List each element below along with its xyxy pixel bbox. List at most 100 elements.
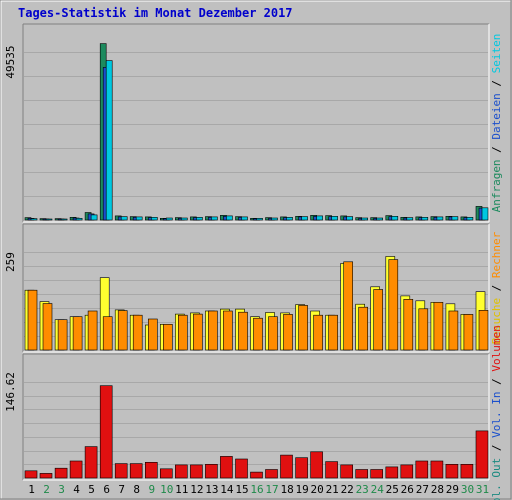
bar-bottom-volumen-day-5 — [84, 446, 98, 479]
bar-top-seiten-day-10 — [166, 217, 173, 221]
bar-bottom-volumen-day-11 — [175, 464, 188, 479]
day-label-19: 19 — [295, 483, 308, 496]
bar-bottom-volumen-day-25 — [385, 466, 399, 479]
bar-bottom-volumen-day-6 — [99, 385, 113, 479]
bar-mid-rechner-day-2 — [42, 303, 53, 351]
bar-top-seiten-day-6 — [105, 60, 113, 221]
bar-mid-rechner-day-14 — [223, 310, 233, 351]
day-label-11: 11 — [175, 483, 188, 496]
bar-mid-rechner-day-8 — [132, 314, 143, 351]
bar-mid-rechner-day-29 — [448, 310, 459, 351]
legend-bottom: Vol. Out / Vol. In / Volumen — [490, 325, 503, 500]
day-label-9: 9 — [148, 483, 155, 496]
bar-mid-rechner-day-17 — [268, 316, 278, 351]
bar-top-seiten-day-18 — [286, 217, 293, 221]
bar-mid-rechner-day-16 — [253, 317, 263, 351]
bar-bottom-volumen-day-14 — [220, 456, 233, 479]
bar-top-seiten-day-20 — [316, 215, 323, 221]
legend-bottom-part: Vol. In — [490, 392, 503, 438]
bar-bottom-volumen-day-18 — [280, 454, 293, 479]
legend-top-part: / — [490, 140, 503, 160]
bar-bottom-volumen-day-17 — [265, 469, 278, 479]
legend-bottom-part: Vol. Out — [490, 458, 503, 500]
bar-mid-rechner-day-3 — [57, 319, 68, 351]
bar-bottom-volumen-day-28 — [430, 460, 444, 479]
bar-mid-rechner-day-6 — [102, 316, 113, 351]
day-label-24: 24 — [371, 483, 385, 496]
bar-bottom-volumen-day-15 — [235, 458, 248, 479]
bar-top-seiten-day-22 — [346, 216, 354, 221]
bar-mid-rechner-day-24 — [373, 289, 384, 351]
bar-mid-rechner-day-9 — [148, 318, 158, 351]
bar-top-seiten-day-14 — [226, 215, 233, 221]
day-label-10: 10 — [160, 483, 173, 496]
bar-mid-rechner-day-23 — [358, 306, 369, 351]
bar-bottom-volumen-day-26 — [400, 464, 414, 479]
bar-bottom-volumen-day-9 — [145, 461, 158, 479]
bar-bottom-volumen-day-29 — [445, 463, 459, 479]
bar-top-seiten-day-3 — [60, 218, 68, 221]
panel-mid-ymax-label: 259 — [4, 252, 17, 272]
bar-top-seiten-day-7 — [120, 216, 128, 221]
bar-mid-rechner-day-25 — [388, 259, 399, 351]
bar-bottom-volumen-day-20 — [310, 451, 323, 479]
legend-top-part: Dateien — [490, 93, 503, 139]
bar-bottom-volumen-day-23 — [355, 469, 369, 479]
day-label-27: 27 — [416, 483, 429, 496]
bar-mid-rechner-day-4 — [72, 316, 83, 351]
legend-mid: Besuche / Rechner — [490, 231, 503, 344]
day-label-23: 23 — [356, 483, 369, 496]
legend-top: Anfragen / Dateien / Seiten — [490, 34, 503, 213]
day-label-13: 13 — [205, 483, 218, 496]
bar-bottom-volumen-day-3 — [54, 467, 68, 479]
bar-bottom-volumen-day-19 — [295, 457, 308, 479]
bar-mid-rechner-day-28 — [433, 301, 444, 351]
day-label-14: 14 — [220, 483, 234, 496]
chart-title: Tages-Statistik im Monat Dezember 2017 — [18, 6, 293, 20]
bar-top-seiten-day-25 — [391, 216, 399, 221]
bar-bottom-volumen-day-21 — [325, 461, 338, 479]
legend-mid-part: Besuche — [490, 298, 503, 344]
legend-mid-part: / — [490, 278, 503, 298]
day-label-3: 3 — [58, 483, 65, 496]
bar-bottom-volumen-day-1 — [24, 470, 38, 479]
legend-bottom-part: / — [490, 438, 503, 458]
bar-bottom-volumen-day-24 — [370, 469, 384, 479]
bar-top-seiten-day-31 — [481, 207, 489, 221]
bar-mid-rechner-day-27 — [418, 308, 429, 351]
bar-mid-rechner-day-5 — [87, 310, 98, 351]
bar-top-seiten-day-9 — [151, 217, 158, 221]
bar-mid-rechner-day-21 — [328, 314, 338, 351]
panel-top-bg — [23, 24, 489, 222]
bar-top-seiten-day-12 — [196, 217, 203, 221]
bar-bottom-volumen-day-31 — [475, 430, 489, 479]
bar-top-seiten-day-2 — [45, 218, 53, 221]
bar-top-seiten-day-23 — [361, 217, 369, 221]
bar-mid-rechner-day-15 — [238, 311, 248, 351]
bar-bottom-volumen-day-8 — [129, 463, 143, 479]
bar-mid-rechner-day-7 — [117, 310, 128, 351]
day-label-1: 1 — [28, 483, 35, 496]
bar-top-seiten-day-27 — [421, 217, 429, 221]
day-label-20: 20 — [310, 483, 323, 496]
bar-top-seiten-day-26 — [406, 217, 414, 221]
bar-mid-rechner-day-12 — [193, 313, 203, 351]
panel-top-ymax-label: 49535 — [4, 45, 17, 78]
day-label-6: 6 — [103, 483, 110, 496]
bar-top-seiten-day-8 — [135, 216, 143, 221]
bar-top-seiten-day-28 — [436, 216, 444, 221]
bar-mid-rechner-day-19 — [298, 305, 308, 351]
day-label-31: 31 — [476, 483, 489, 496]
bar-top-seiten-day-30 — [466, 217, 474, 221]
bar-top-seiten-day-24 — [376, 217, 384, 221]
bar-top-seiten-day-4 — [75, 218, 83, 221]
bar-bottom-volumen-day-30 — [460, 463, 474, 479]
bar-top-seiten-day-16 — [256, 218, 263, 221]
bar-top-seiten-day-5 — [90, 214, 98, 221]
bar-mid-rechner-day-13 — [208, 310, 218, 351]
bar-mid-rechner-day-10 — [163, 323, 173, 351]
bar-mid-rechner-day-22 — [343, 261, 354, 351]
bar-top-seiten-day-11 — [181, 217, 188, 221]
